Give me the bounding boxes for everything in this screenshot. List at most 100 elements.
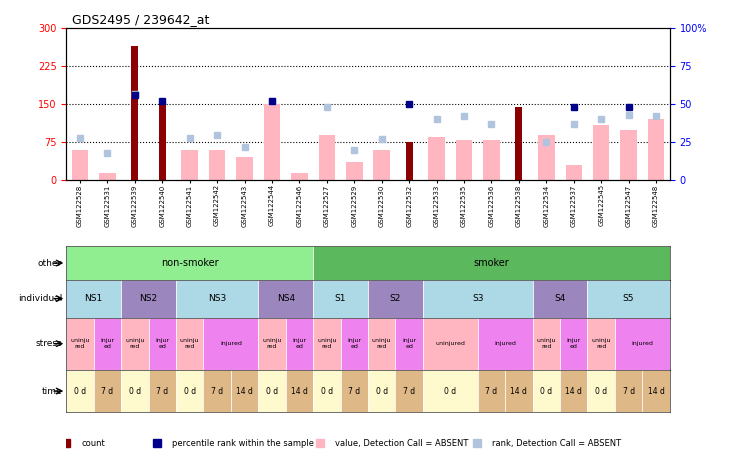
Text: NS4: NS4 — [277, 294, 294, 303]
Text: 14 d: 14 d — [511, 387, 527, 395]
Text: 0 d: 0 d — [540, 387, 553, 395]
Text: 7 d: 7 d — [348, 387, 361, 395]
Text: 7 d: 7 d — [211, 387, 223, 395]
Bar — [395, 318, 423, 370]
Bar — [176, 318, 203, 370]
Text: uninju
red: uninju red — [592, 338, 611, 349]
Bar — [203, 370, 231, 412]
Text: 0 d: 0 d — [445, 387, 456, 395]
Text: GDS2495 / 239642_at: GDS2495 / 239642_at — [72, 13, 210, 26]
Bar — [406, 142, 413, 180]
Text: 7 d: 7 d — [156, 387, 169, 395]
Bar — [587, 280, 670, 318]
Bar — [478, 370, 505, 412]
Text: uninjured: uninjured — [436, 341, 465, 346]
Bar — [368, 318, 395, 370]
Text: S5: S5 — [623, 294, 634, 303]
Text: uninju
red: uninju red — [537, 338, 556, 349]
Text: rank, Detection Call = ABSENT: rank, Detection Call = ABSENT — [492, 439, 621, 447]
Bar — [258, 318, 286, 370]
Bar — [263, 104, 280, 180]
Bar — [313, 318, 341, 370]
Text: injur
ed: injur ed — [567, 338, 581, 349]
Bar — [159, 102, 166, 180]
Text: uninju
red: uninju red — [262, 338, 282, 349]
Text: 0 d: 0 d — [129, 387, 141, 395]
Bar — [286, 370, 313, 412]
Bar — [648, 119, 665, 180]
Bar — [515, 107, 523, 180]
Bar — [66, 246, 313, 280]
Bar — [368, 280, 423, 318]
Bar — [533, 370, 560, 412]
Bar — [423, 370, 478, 412]
Text: non-smoker: non-smoker — [161, 258, 219, 268]
Text: 14 d: 14 d — [565, 387, 582, 395]
Text: S3: S3 — [472, 294, 484, 303]
Bar — [615, 370, 643, 412]
Bar — [620, 129, 637, 180]
Bar — [423, 318, 478, 370]
Bar — [505, 370, 533, 412]
Bar — [313, 246, 684, 280]
Bar — [643, 370, 670, 412]
Bar — [313, 370, 341, 412]
Bar — [66, 280, 121, 318]
Bar — [66, 370, 93, 412]
Bar — [182, 150, 198, 180]
Text: injur
ed: injur ed — [402, 338, 417, 349]
Text: injur
ed: injur ed — [155, 338, 169, 349]
Bar — [291, 173, 308, 180]
Bar — [368, 370, 395, 412]
Bar — [478, 318, 533, 370]
Bar — [231, 370, 258, 412]
Text: injured: injured — [495, 341, 516, 346]
Bar — [258, 370, 286, 412]
Text: injured: injured — [220, 341, 241, 346]
Text: percentile rank within the sample: percentile rank within the sample — [171, 439, 314, 447]
Text: 0 d: 0 d — [321, 387, 333, 395]
Bar — [66, 318, 93, 370]
Bar — [346, 163, 363, 180]
Bar — [236, 157, 252, 180]
Text: NS2: NS2 — [140, 294, 158, 303]
Text: 0 d: 0 d — [266, 387, 278, 395]
Text: uninju
red: uninju red — [70, 338, 90, 349]
Text: value, Detection Call = ABSENT: value, Detection Call = ABSENT — [335, 439, 468, 447]
Bar — [93, 318, 121, 370]
Bar — [565, 165, 582, 180]
Text: 0 d: 0 d — [375, 387, 388, 395]
Text: 0 d: 0 d — [595, 387, 607, 395]
Text: 0 d: 0 d — [74, 387, 86, 395]
Text: 7 d: 7 d — [102, 387, 113, 395]
Text: 14 d: 14 d — [236, 387, 253, 395]
Text: smoker: smoker — [473, 258, 509, 268]
Bar — [341, 318, 368, 370]
Bar — [587, 370, 615, 412]
Text: uninju
red: uninju red — [317, 338, 336, 349]
Bar — [121, 318, 149, 370]
Bar — [176, 280, 258, 318]
Bar — [395, 370, 423, 412]
Text: 7 d: 7 d — [403, 387, 415, 395]
Bar — [341, 370, 368, 412]
Text: 7 d: 7 d — [485, 387, 498, 395]
Bar — [484, 140, 500, 180]
Text: S1: S1 — [335, 294, 347, 303]
Bar — [209, 150, 225, 180]
Text: S4: S4 — [554, 294, 566, 303]
Text: 7 d: 7 d — [623, 387, 634, 395]
Bar — [423, 280, 533, 318]
Text: 14 d: 14 d — [291, 387, 308, 395]
Bar — [456, 140, 473, 180]
Text: injured: injured — [631, 341, 654, 346]
Bar — [121, 370, 149, 412]
Bar — [533, 280, 587, 318]
Text: 14 d: 14 d — [648, 387, 665, 395]
Text: injur
ed: injur ed — [347, 338, 361, 349]
Bar — [93, 370, 121, 412]
Bar — [428, 137, 445, 180]
Bar — [176, 370, 203, 412]
Bar — [560, 318, 587, 370]
Text: NS3: NS3 — [208, 294, 226, 303]
